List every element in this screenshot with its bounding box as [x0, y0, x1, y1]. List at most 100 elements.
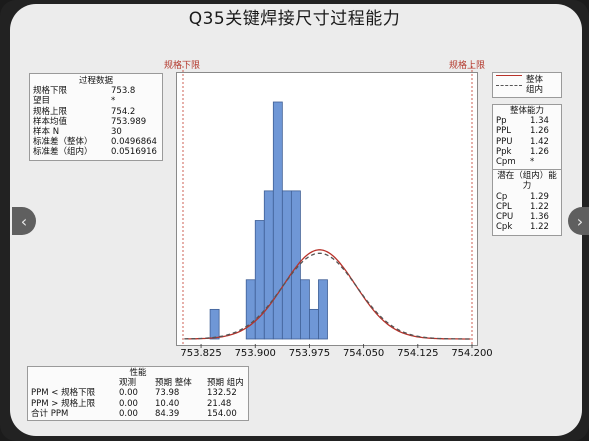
overall-capability-value: 1.26 — [530, 126, 549, 137]
histogram-bar — [318, 279, 328, 340]
overall-capability-row: Ppk 1.26 — [496, 147, 558, 157]
histogram-bar — [272, 101, 283, 340]
overall-capability-value: * — [530, 157, 535, 168]
process-data-header: 过程数据 — [78, 76, 113, 86]
x-tick-label: 754.200 — [451, 348, 492, 359]
process-data-label: 样本 N — [33, 127, 60, 138]
legend-item-within: 组内 — [496, 85, 558, 95]
x-tick-label: 753.900 — [235, 348, 276, 359]
process-data-label: 样本均值 — [33, 116, 68, 127]
process-data-row: 规格上限 754.2 — [33, 107, 159, 117]
performance-observed: 0.00 — [119, 408, 138, 419]
performance-expected-within: 21.48 — [207, 398, 232, 409]
performance-row: PPM < 规格下限 0.00 73.98 132.52 — [31, 388, 245, 398]
histogram-bar — [300, 279, 310, 340]
x-tick-label: 753.975 — [289, 348, 330, 359]
legend-label-within: 组内 — [526, 85, 544, 96]
process-data-row: 规格下限 753.8 — [33, 86, 159, 96]
performance-box: 性能 观测 预期 整体 预期 组内 PPM < 规格下限 0.00 73.98 132… — [27, 366, 249, 422]
legend: 整体 组内 — [492, 72, 562, 99]
performance-expected-within: 154.00 — [207, 408, 237, 419]
potential-capability-value: 1.22 — [530, 201, 549, 212]
overall-capability-value: 1.34 — [530, 116, 549, 127]
potential-capability-row: Cp 1.29 — [496, 192, 558, 202]
process-data-label: 规格下限 — [33, 86, 68, 97]
lsl-label: 规格下限 — [164, 61, 201, 71]
chevron-right-icon: › — [576, 211, 584, 231]
process-data-label: 规格上限 — [33, 106, 68, 117]
performance-header: 性能 — [129, 368, 147, 378]
histogram-bar — [209, 308, 220, 340]
overall-capability-label: PPU — [496, 136, 513, 147]
performance-observed: 0.00 — [119, 398, 138, 409]
performance-column-headers: 观测 预期 整体 预期 组内 — [31, 378, 245, 388]
potential-capability-label: Cpk — [496, 222, 513, 233]
process-data-label: 标准差（组内） — [33, 147, 93, 158]
previous-arrow-button[interactable]: ‹ — [12, 207, 36, 235]
histogram-bar — [245, 279, 256, 340]
process-data-row: 样本均值 753.989 — [33, 117, 159, 127]
process-data-row: 标准差（整体） 0.0496864 — [33, 137, 159, 147]
overall-capability-header: 整体能力 — [509, 106, 544, 116]
potential-capability-value: 1.36 — [530, 212, 549, 223]
legend-item-overall: 整体 — [496, 75, 558, 85]
process-data-value: 754.2 — [111, 106, 136, 117]
process-data-row: 标准差（组内） 0.0516916 — [33, 147, 159, 157]
within-line-swatch — [496, 85, 522, 87]
process-data-value: 753.989 — [111, 116, 147, 127]
usl-label: 规格上限 — [449, 61, 486, 71]
performance-row: PPM > 规格上限 0.00 10.40 21.48 — [31, 399, 245, 409]
process-data-value: 753.8 — [111, 86, 136, 97]
process-data-value: * — [111, 96, 116, 107]
performance-observed: 0.00 — [119, 388, 138, 399]
histogram-bar — [254, 220, 265, 340]
overall-capability-row: Cpm * — [496, 157, 558, 167]
overall-capability-value: 1.42 — [530, 136, 549, 147]
histogram-bar — [290, 190, 301, 340]
potential-capability-label: CPL — [496, 201, 512, 212]
overall-curve — [184, 249, 471, 340]
process-data-value: 30 — [111, 127, 122, 138]
overall-line-swatch — [496, 75, 522, 76]
overall-capability-label: Cpm — [496, 157, 516, 168]
potential-capability-header: 潜在（组内）能力 — [497, 171, 557, 192]
overall-capability-row: PPL 1.26 — [496, 126, 558, 136]
process-data-box: 过程数据 规格下限 753.8 望目 * 规格上限 754.2 样本均值 753.989 样本 … — [29, 73, 163, 161]
next-arrow-button[interactable]: › — [568, 207, 589, 235]
x-tick-label: 754.050 — [343, 348, 384, 359]
histogram-bar — [309, 308, 319, 340]
performance-expected-within: 132.52 — [207, 388, 237, 399]
histogram-bar — [263, 190, 274, 340]
process-data-row: 望目 * — [33, 96, 159, 106]
chart-title: Q35关键焊接尺寸过程能力 — [188, 9, 401, 29]
performance-expected-overall: 73.98 — [155, 388, 180, 399]
process-data-label: 望目 — [33, 96, 51, 107]
overall-capability-label: Pp — [496, 116, 507, 127]
performance-col-observed: 观测 — [119, 378, 137, 389]
process-data-row: 样本 N 30 — [33, 127, 159, 137]
potential-capability-row: CPU 1.36 — [496, 212, 558, 222]
potential-capability-row: Cpk 1.22 — [496, 222, 558, 232]
performance-expected-overall: 10.40 — [155, 398, 180, 409]
within-curve — [184, 252, 471, 340]
potential-capability-value: 1.22 — [530, 222, 549, 233]
overall-capability-value: 1.26 — [530, 146, 549, 157]
performance-label: PPM > 规格上限 — [31, 398, 96, 409]
potential-capability-value: 1.29 — [530, 191, 549, 202]
performance-col-expected-overall: 预期 整体 — [155, 378, 192, 389]
process-data-label: 标准差（整体） — [33, 137, 93, 148]
overall-capability-label: Ppk — [496, 146, 512, 157]
process-data-value: 0.0516916 — [111, 147, 157, 158]
performance-label: PPM < 规格下限 — [31, 388, 96, 399]
potential-capability-label: Cp — [496, 191, 508, 202]
performance-col-expected-within: 预期 组内 — [207, 378, 244, 389]
performance-label: 合计 PPM — [31, 408, 69, 419]
chevron-left-icon: ‹ — [20, 211, 28, 231]
x-tick-label: 754.125 — [397, 348, 438, 359]
performance-row: 合计 PPM 0.00 84.39 154.00 — [31, 409, 245, 419]
performance-expected-overall: 84.39 — [155, 408, 180, 419]
process-data-value: 0.0496864 — [111, 137, 157, 148]
legend-label-overall: 整体 — [526, 75, 544, 85]
